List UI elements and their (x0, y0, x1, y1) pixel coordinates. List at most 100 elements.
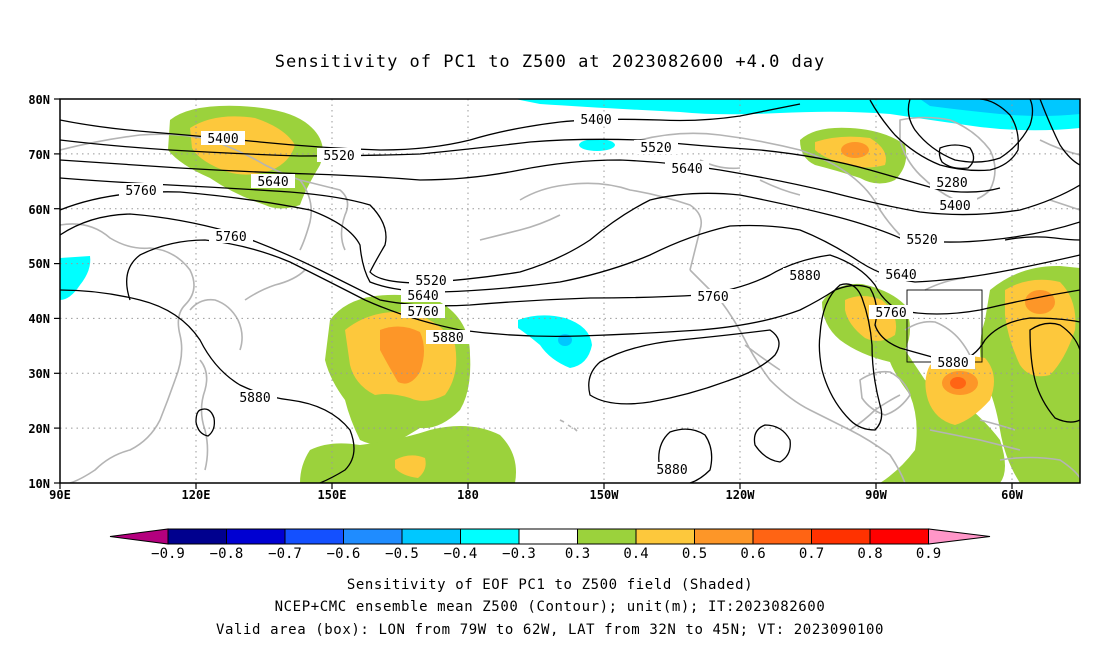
colorbar-label: −0.5 (385, 546, 419, 562)
contour-line (60, 103, 801, 151)
svg-text:5280: 5280 (936, 176, 967, 191)
svg-text:5400: 5400 (580, 113, 611, 128)
lon-label: 180 (457, 488, 479, 502)
contour-label: 5280 (930, 175, 974, 191)
contour-label-group: 5400 5520 5640 5760 5760 5400 5520 5640 … (119, 112, 977, 478)
coastline-south-america (999, 456, 1080, 479)
contour-line (658, 428, 713, 483)
colorbar-label: −0.8 (210, 546, 244, 562)
colorbar-swatch (577, 528, 637, 545)
lat-label: 40N (28, 312, 50, 326)
lon-label: 90W (865, 488, 887, 502)
svg-text:5880: 5880 (656, 463, 687, 478)
coastline-east-siberia (60, 133, 349, 251)
contour-label: 5400 (574, 112, 618, 128)
colorbar-swatch (694, 528, 754, 545)
svg-text:5760: 5760 (125, 184, 156, 199)
contour-label: 5880 (426, 330, 470, 346)
contour-label: 5520 (900, 232, 944, 248)
sensitivity-shading (60, 99, 1080, 483)
shade-positive-atlantic-core (1005, 279, 1076, 377)
svg-text:5640: 5640 (257, 175, 288, 190)
svg-text:5520: 5520 (323, 149, 354, 164)
colorbar-label: 0.6 (740, 546, 765, 562)
lat-label: 10N (28, 477, 50, 491)
contour-line (60, 177, 1080, 284)
lat-label: 80N (28, 93, 50, 107)
contour-label: 5640 (879, 267, 923, 283)
caption-line-3: Valid area (box): LON from 79W to 62W, L… (216, 622, 884, 638)
lon-label: 120E (182, 488, 211, 502)
contour-label: 5760 (691, 289, 735, 305)
contour-line (753, 424, 791, 463)
caption-line-2: NCEP+CMC ensemble mean Z500 (Contour); u… (275, 599, 826, 615)
shade-positive-carolina-max (950, 377, 966, 389)
shade-positive-greenland-peak (841, 142, 869, 158)
colorbar-swatch (635, 528, 695, 545)
contour-label: 5640 (251, 174, 295, 190)
contour-line (869, 99, 1019, 172)
shade-positive-atlantic-peak (1025, 290, 1055, 314)
contour-label: 5640 (665, 161, 709, 177)
svg-text:5760: 5760 (407, 305, 438, 320)
contour-label: 5520 (409, 273, 453, 289)
contour-line (60, 159, 1080, 216)
colorbar-label: 0.3 (565, 546, 590, 562)
contour-label: 5760 (119, 183, 163, 199)
contour-label: 5760 (401, 304, 445, 320)
map-panel: 5400 5520 5640 5760 5760 5400 5520 5640 … (60, 99, 1080, 483)
colorbar-label: 0.8 (857, 546, 882, 562)
colorbar-swatch (343, 528, 403, 545)
svg-text:5520: 5520 (415, 274, 446, 289)
longitude-labels: 90E 120E 150E 180 150W 120W 90W 60W (49, 488, 1023, 502)
contour-line (195, 408, 216, 437)
contour-line (60, 138, 1001, 193)
svg-text:5640: 5640 (885, 268, 916, 283)
contour-line (1039, 99, 1080, 166)
map-border (59, 98, 1081, 484)
figure-title: Sensitivity of PC1 to Z500 at 2023082600… (275, 52, 826, 72)
colorbar-swatch (284, 528, 344, 545)
shade-positive-pacific-peak (380, 326, 424, 384)
contour-label: 5520 (317, 148, 361, 164)
svg-text:5880: 5880 (937, 356, 968, 371)
coastline-hawaii (559, 419, 578, 432)
coastline-alaska (479, 182, 703, 271)
contour-line (1029, 322, 1080, 423)
contour-label: 5880 (783, 268, 827, 284)
colorbar-swatch (226, 528, 286, 545)
contour-label: 5760 (869, 305, 913, 321)
contour-label: 5520 (634, 140, 678, 156)
colorbar-swatch (752, 528, 812, 545)
colorbar-label: 0.9 (916, 546, 941, 562)
shade-positive-pacific-peak-2 (395, 455, 426, 478)
contour-label: 5640 (401, 288, 445, 304)
shade-negative-central-pacific (518, 315, 592, 368)
colorbar-label: −0.9 (151, 546, 185, 562)
svg-text:5880: 5880 (432, 331, 463, 346)
latitude-labels: 80N 70N 60N 50N 40N 30N 20N 10N (28, 93, 50, 491)
svg-text:5640: 5640 (407, 289, 438, 304)
lat-label: 70N (28, 148, 50, 162)
colorbar-label: 0.7 (799, 546, 824, 562)
svg-text:5880: 5880 (789, 269, 820, 284)
shade-negative-arctic-core (920, 99, 1080, 116)
colorbar-swatch (167, 528, 227, 545)
colorbar-swatch (460, 528, 520, 545)
lon-label: 150W (590, 488, 620, 502)
colorbar-swatch (401, 528, 461, 545)
svg-text:5640: 5640 (671, 162, 702, 177)
shade-negative-small (579, 139, 615, 151)
contour-label: 5880 (931, 355, 975, 371)
lat-label: 30N (28, 367, 50, 381)
coastlines (60, 116, 1080, 483)
contour-line (907, 99, 1034, 163)
svg-text:5520: 5520 (640, 141, 671, 156)
shade-positive-pacific-south (300, 426, 516, 483)
contour-line (1004, 236, 1080, 241)
lon-label: 150E (318, 488, 347, 502)
contour-label: 5400 (201, 131, 245, 147)
contour-label: 5880 (233, 390, 277, 406)
lon-label: 60W (1001, 488, 1023, 502)
